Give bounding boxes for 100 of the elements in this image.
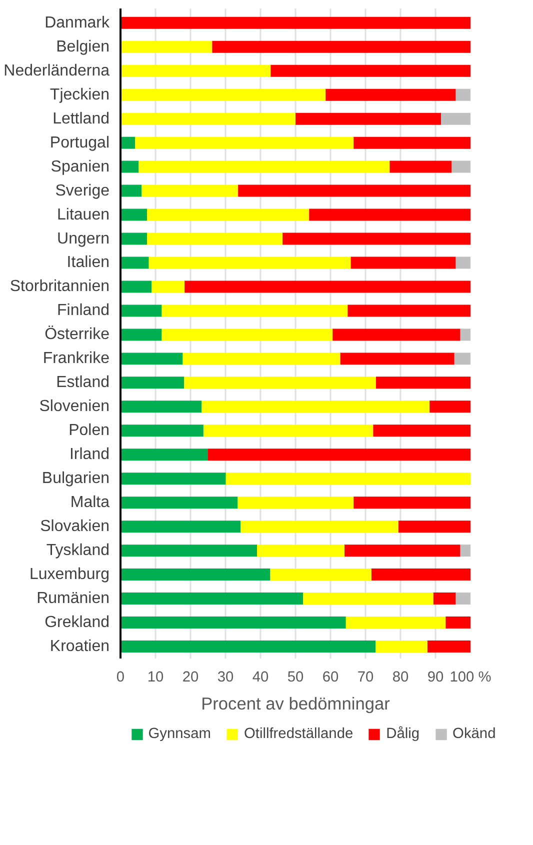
- bar: [270, 64, 470, 77]
- bar: [120, 280, 152, 293]
- x-tick-label: 100 %: [450, 670, 492, 686]
- bar: [120, 160, 139, 173]
- bar: [120, 112, 296, 125]
- bar: [270, 568, 372, 581]
- bar: [184, 376, 376, 389]
- y-tick-label: Estland: [56, 374, 110, 392]
- x-tick-label: 50: [287, 670, 304, 686]
- y-tick-label: Sverige: [55, 182, 110, 200]
- y-tick-label: Irland: [69, 446, 110, 464]
- bar: [203, 424, 374, 437]
- bar: [452, 160, 470, 173]
- bar: [120, 424, 204, 437]
- bar: [162, 304, 348, 317]
- x-tick-label: 60: [322, 670, 339, 686]
- bar: [120, 472, 226, 485]
- bar: [433, 592, 456, 605]
- bar: [147, 208, 310, 221]
- bar: [138, 160, 390, 173]
- bar: [148, 256, 351, 269]
- y-tick-label: Tjeckien: [50, 86, 110, 104]
- bar: [120, 640, 376, 653]
- y-tick-label: Belgien: [56, 38, 110, 56]
- y-tick-label: Lettland: [52, 110, 110, 128]
- bar: [202, 400, 430, 413]
- bar: [240, 520, 398, 533]
- bar: [348, 304, 470, 317]
- bar: [456, 592, 470, 605]
- bar: [120, 352, 183, 365]
- bar: [340, 352, 454, 365]
- y-tick-label: Luxemburg: [29, 566, 110, 584]
- bar: [120, 544, 257, 557]
- x-tick-label: 30: [217, 670, 234, 686]
- legend-label: Otillfredställande: [244, 726, 354, 742]
- bar: [120, 208, 148, 221]
- y-tick-label: Kroatien: [50, 638, 110, 656]
- bar: [282, 232, 470, 245]
- bar: [162, 328, 333, 341]
- bar: [182, 352, 340, 365]
- bar: [390, 160, 452, 173]
- bar: [309, 208, 470, 221]
- y-tick-label: Polen: [68, 422, 110, 440]
- y-tick-label: Malta: [70, 494, 110, 512]
- y-tick-label: Danmark: [44, 14, 110, 32]
- bar: [120, 136, 136, 149]
- bar: [350, 256, 456, 269]
- bar: [120, 184, 142, 197]
- bar: [238, 496, 354, 509]
- legend-label: Dålig: [386, 726, 420, 742]
- bar: [226, 472, 470, 485]
- y-tick-label: Tyskland: [46, 542, 110, 560]
- bar: [454, 352, 470, 365]
- bar: [460, 544, 470, 557]
- bar: [120, 520, 241, 533]
- bar: [208, 448, 470, 461]
- y-tick-label: Ungern: [57, 230, 110, 248]
- bar: [120, 64, 271, 77]
- bar: [354, 496, 470, 509]
- bar: [120, 616, 346, 629]
- y-tick-label: Spanien: [50, 158, 110, 176]
- bar: [120, 256, 149, 269]
- bar: [184, 280, 470, 293]
- legend-label: Gynnsam: [148, 726, 211, 742]
- y-tick-label: Finland: [57, 302, 110, 320]
- bar: [152, 280, 185, 293]
- bar: [346, 616, 446, 629]
- bar: [120, 328, 162, 341]
- y-tick-label: Italien: [66, 254, 110, 272]
- x-axis-title: Procent av bedömningar: [201, 694, 390, 714]
- y-tick-label: Grekland: [44, 614, 110, 632]
- bar: [120, 88, 326, 101]
- bar: [376, 640, 428, 653]
- bar: [326, 88, 456, 101]
- bar: [120, 568, 270, 581]
- bar: [303, 592, 434, 605]
- bar: [456, 88, 470, 101]
- x-tick-label: 40: [252, 670, 269, 686]
- y-tick-label: Frankrike: [42, 350, 110, 368]
- bar: [212, 40, 470, 53]
- bar: [398, 520, 470, 533]
- bar: [376, 376, 470, 389]
- bar: [120, 496, 238, 509]
- y-tick-label: Nederländerna: [4, 62, 110, 80]
- bar: [296, 112, 442, 125]
- y-tick-label: Storbritannien: [10, 278, 110, 296]
- bar: [120, 40, 212, 53]
- y-tick-label: Slovakien: [40, 518, 110, 536]
- bar: [135, 136, 354, 149]
- bar: [120, 592, 304, 605]
- bar: [120, 304, 162, 317]
- x-tick-label: 90: [427, 670, 444, 686]
- x-tick-label: 0: [116, 670, 125, 686]
- bar: [344, 544, 460, 557]
- bar: [142, 184, 238, 197]
- y-tick-label: Rumänien: [36, 590, 110, 608]
- y-tick-label: Litauen: [57, 206, 110, 224]
- bar: [371, 568, 470, 581]
- y-tick-label: Portugal: [50, 134, 110, 152]
- bar: [456, 256, 470, 269]
